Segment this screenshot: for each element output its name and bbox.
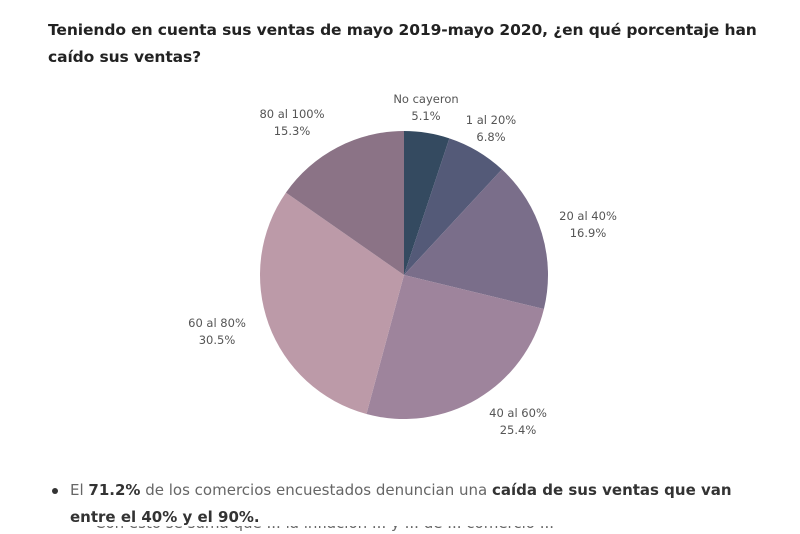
pie-labels: No cayeron 5.1% 1 al 20% 6.8% 20 al 40% 16.9%… [188,92,617,437]
bullet-dot [52,488,58,494]
slice-category-label: 40 al 60% [489,406,547,420]
finding-item: El 71.2% de los comercios encuestados de… [48,477,768,531]
pie-chart: No cayeron 5.1% 1 al 20% 6.8% 20 al 40% 16.9%… [188,92,617,437]
cut-off-text: Con esto se suma que ... la inflación ..… [95,526,755,534]
slice-value-label: 16.9% [570,226,607,240]
slice-category-label: 1 al 20% [466,113,517,127]
slice-category-label: No cayeron [393,92,458,106]
slice-value-label: 15.3% [274,124,311,138]
chart-title: Teniendo en cuenta sus ventas de mayo 20… [48,21,757,66]
pie-slice-20-al-40 [404,169,548,310]
pie-slice-40-al-60 [366,275,544,419]
pie-slice-60-al-80 [260,192,404,415]
findings-list: El 71.2% de los comercios encuestados de… [48,477,768,531]
slice-value-label: 6.8% [476,130,505,144]
highlight-percentage: 71.2% [88,481,141,499]
slice-category-label: 60 al 80% [188,316,246,330]
slice-category-label: 20 al 40% [559,209,617,223]
slice-category-label: 80 al 100% [259,107,324,121]
pie-slice-no-cayeron [404,131,450,275]
pie-slices [260,131,548,419]
slice-value-label: 30.5% [199,333,236,347]
pie-slice-80-al-100 [285,131,404,275]
pie-slice-1-al-20 [404,138,502,275]
slice-value-label: 25.4% [500,423,537,437]
highlight-drop: caída de sus ventas que van entre el 40%… [70,481,732,526]
slice-value-label: 5.1% [411,109,440,123]
